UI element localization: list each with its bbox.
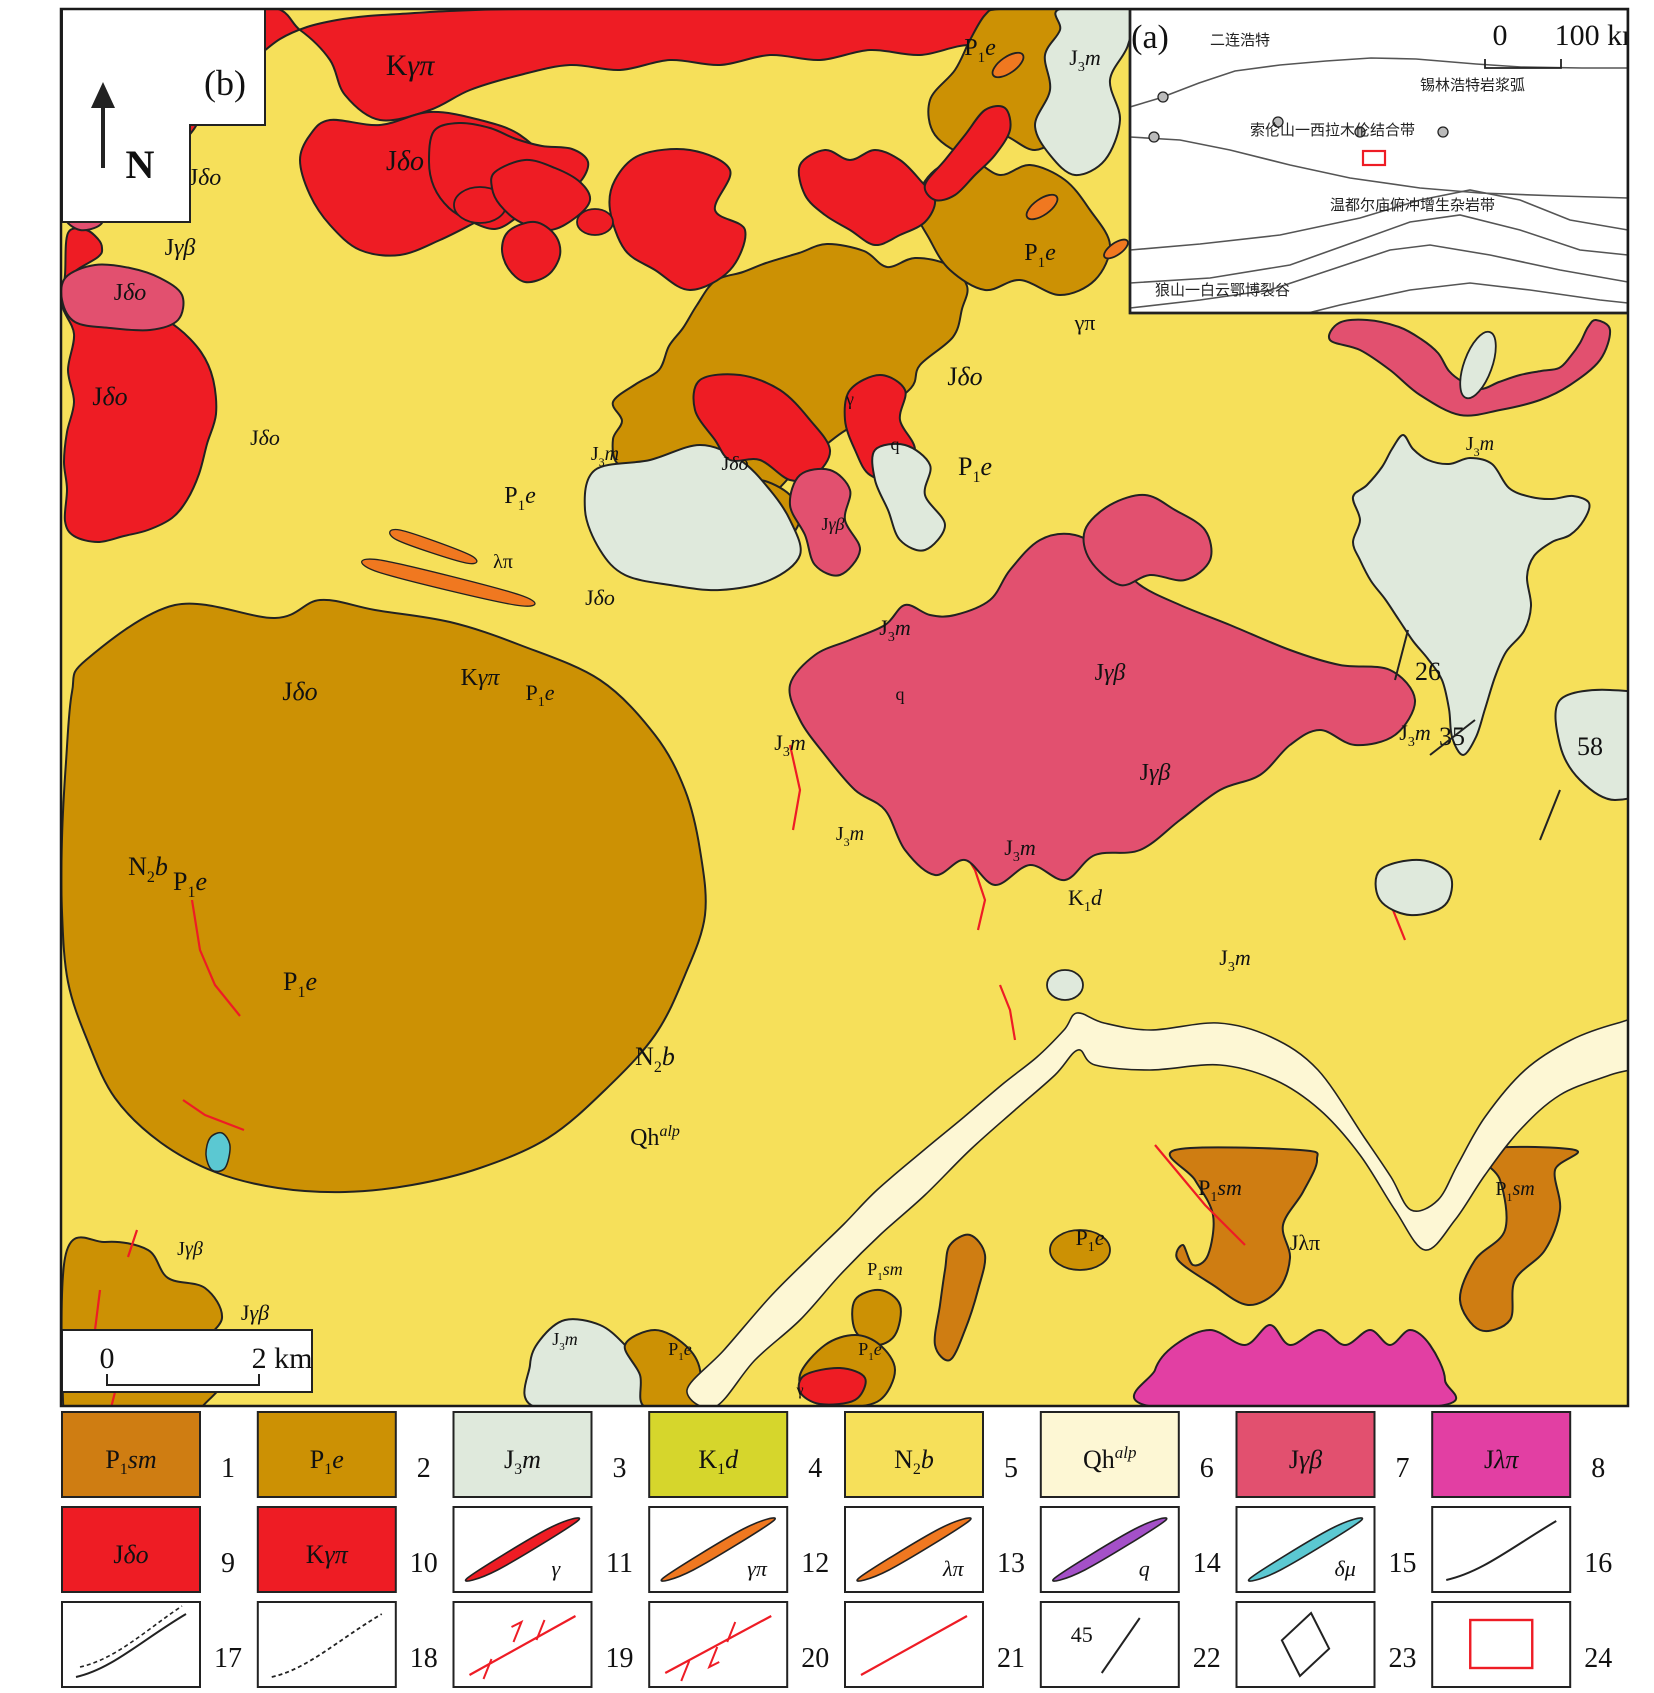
svg-text:21: 21 bbox=[997, 1643, 1025, 1674]
svg-text:23: 23 bbox=[1389, 1643, 1417, 1674]
svg-text:15: 15 bbox=[1389, 1548, 1417, 1579]
svg-text:q: q bbox=[1139, 1556, 1150, 1581]
svg-text:Jδo: Jδo bbox=[250, 425, 280, 450]
svg-text:γπ: γπ bbox=[1074, 310, 1096, 335]
svg-text:Jλπ: Jλπ bbox=[1484, 1445, 1519, 1474]
svg-text:(b): (b) bbox=[204, 63, 246, 103]
svg-text:Kγπ: Kγπ bbox=[461, 665, 501, 691]
svg-text:2 km: 2 km bbox=[252, 1342, 313, 1375]
svg-text:45: 45 bbox=[1071, 1622, 1093, 1647]
svg-text:锡林浩特岩浆弧: 锡林浩特岩浆弧 bbox=[1420, 76, 1525, 94]
svg-text:Jγβ: Jγβ bbox=[821, 514, 844, 534]
svg-text:8: 8 bbox=[1591, 1453, 1605, 1484]
svg-text:24: 24 bbox=[1584, 1643, 1612, 1674]
svg-text:(a): (a) bbox=[1131, 19, 1169, 56]
svg-text:Jδo: Jδo bbox=[92, 382, 127, 411]
svg-text:Jδo: Jδo bbox=[113, 1540, 148, 1569]
svg-text:Jγβ: Jγβ bbox=[177, 1238, 203, 1260]
svg-text:14: 14 bbox=[1193, 1548, 1221, 1579]
svg-text:35: 35 bbox=[1439, 722, 1465, 751]
svg-text:Jγβ: Jγβ bbox=[1095, 660, 1126, 686]
svg-text:1: 1 bbox=[221, 1453, 235, 1484]
svg-text:58: 58 bbox=[1577, 732, 1603, 761]
svg-text:Jδo: Jδo bbox=[282, 677, 317, 706]
svg-text:Jδo: Jδo bbox=[189, 165, 222, 191]
svg-text:δμ: δμ bbox=[1335, 1556, 1356, 1581]
svg-text:Jδo: Jδo bbox=[114, 280, 147, 306]
svg-text:18: 18 bbox=[410, 1643, 438, 1674]
svg-text:Jδo: Jδo bbox=[721, 453, 748, 475]
svg-text:Jγβ: Jγβ bbox=[1289, 1445, 1322, 1474]
svg-text:17: 17 bbox=[214, 1643, 242, 1674]
svg-text:12: 12 bbox=[801, 1548, 829, 1579]
svg-text:Jγβ: Jγβ bbox=[241, 1300, 269, 1325]
svg-text:Jδo: Jδo bbox=[386, 146, 424, 177]
svg-text:19: 19 bbox=[606, 1643, 634, 1674]
svg-text:狼山一白云鄂博裂谷: 狼山一白云鄂博裂谷 bbox=[1155, 282, 1290, 299]
svg-text:16: 16 bbox=[1584, 1548, 1612, 1579]
svg-text:22: 22 bbox=[1193, 1643, 1221, 1674]
svg-text:Jγβ: Jγβ bbox=[1140, 760, 1171, 786]
svg-text:γ: γ bbox=[845, 389, 854, 409]
svg-text:N: N bbox=[126, 142, 155, 187]
svg-text:10: 10 bbox=[410, 1548, 438, 1579]
svg-text:γ: γ bbox=[552, 1556, 562, 1581]
svg-text:11: 11 bbox=[606, 1548, 633, 1579]
svg-text:Jδo: Jδo bbox=[585, 585, 615, 610]
svg-text:J3m: J3m bbox=[504, 1445, 541, 1478]
svg-text:Jλπ: Jλπ bbox=[1290, 1230, 1320, 1255]
svg-text:4: 4 bbox=[808, 1453, 822, 1484]
svg-text:P1sm: P1sm bbox=[105, 1445, 156, 1478]
svg-text:6: 6 bbox=[1200, 1453, 1214, 1484]
svg-text:26: 26 bbox=[1415, 657, 1441, 686]
svg-text:2: 2 bbox=[417, 1453, 431, 1484]
svg-text:9: 9 bbox=[221, 1548, 235, 1579]
svg-text:γπ: γπ bbox=[747, 1556, 768, 1581]
svg-text:q: q bbox=[891, 434, 900, 454]
svg-text:20: 20 bbox=[801, 1643, 829, 1674]
svg-text:13: 13 bbox=[997, 1548, 1025, 1579]
svg-text:温都尔庙俯冲增生杂岩带: 温都尔庙俯冲增生杂岩带 bbox=[1330, 197, 1495, 214]
svg-text:7: 7 bbox=[1396, 1453, 1410, 1484]
svg-text:二连浩特: 二连浩特 bbox=[1210, 32, 1270, 49]
svg-text:Jγβ: Jγβ bbox=[165, 235, 196, 261]
svg-text:Kγπ: Kγπ bbox=[386, 49, 435, 82]
svg-text:γ: γ bbox=[795, 1382, 803, 1399]
svg-text:3: 3 bbox=[613, 1453, 627, 1484]
svg-text:λπ: λπ bbox=[942, 1556, 965, 1581]
svg-text:λπ: λπ bbox=[493, 551, 513, 573]
svg-text:0: 0 bbox=[1493, 19, 1508, 52]
svg-text:q: q bbox=[896, 684, 905, 704]
svg-text:5: 5 bbox=[1004, 1453, 1018, 1484]
svg-text:0: 0 bbox=[100, 1342, 115, 1375]
svg-text:索伦山一西拉木伦结合带: 索伦山一西拉木伦结合带 bbox=[1250, 122, 1415, 139]
svg-text:Kγπ: Kγπ bbox=[306, 1540, 349, 1569]
svg-text:Jδo: Jδo bbox=[947, 362, 982, 391]
